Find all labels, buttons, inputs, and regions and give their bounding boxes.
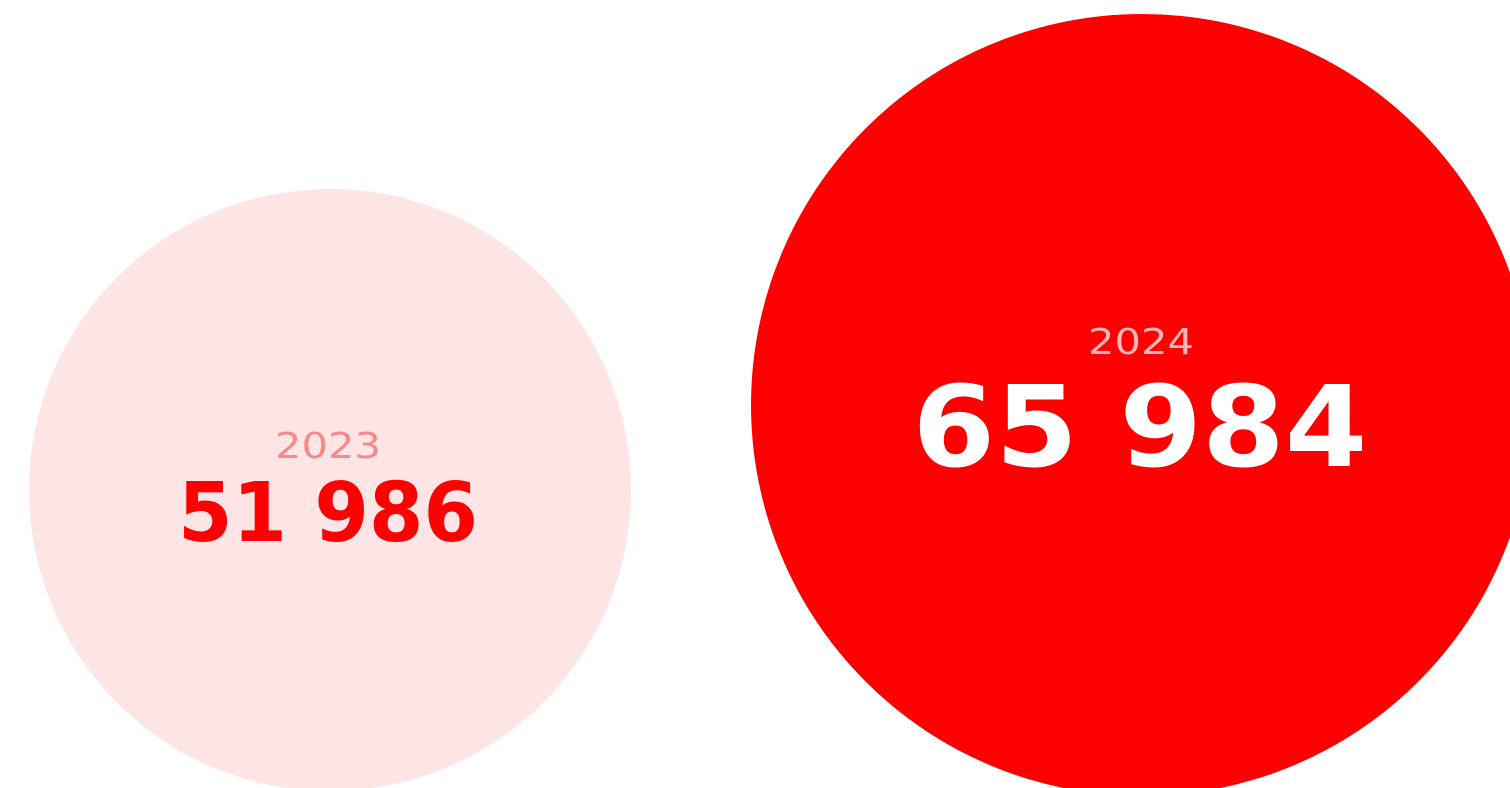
value-label: 51 986 bbox=[178, 466, 478, 561]
circle-2024 bbox=[751, 14, 1510, 788]
year-label: 2023 bbox=[275, 426, 381, 467]
circle-2023 bbox=[29, 189, 631, 788]
year-label: 2024 bbox=[1088, 322, 1194, 363]
value-label: 65 984 bbox=[913, 363, 1368, 493]
